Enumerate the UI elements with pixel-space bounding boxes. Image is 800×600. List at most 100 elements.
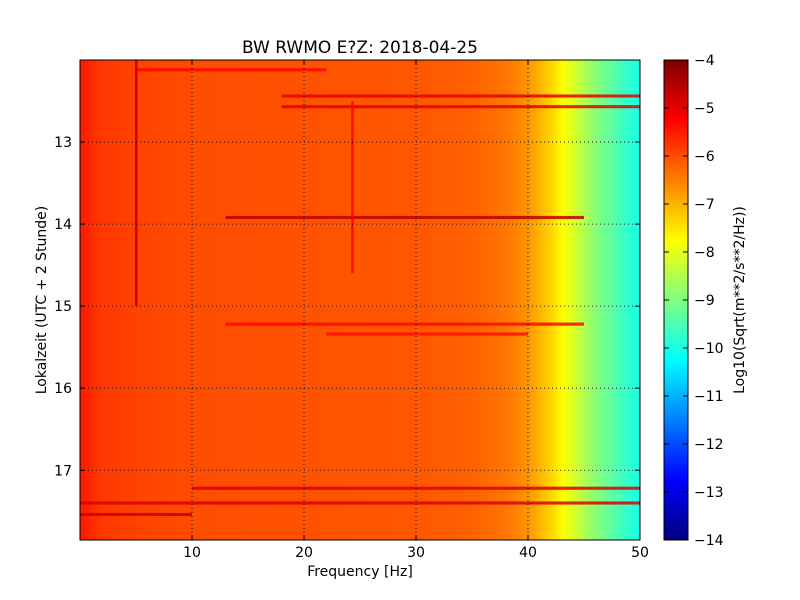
heatmap-column	[623, 60, 627, 540]
heatmap-column	[628, 60, 633, 540]
heatmap-column	[416, 60, 420, 540]
heatmap-column	[550, 60, 554, 540]
heatmap-column	[539, 60, 543, 540]
heatmap-column	[217, 60, 221, 540]
heatmap-band	[326, 332, 528, 336]
heatmap-image	[80, 60, 640, 540]
heatmap-column	[598, 60, 602, 540]
heatmap-column	[530, 60, 535, 540]
grid-lines	[80, 60, 640, 540]
heatmap-column	[346, 60, 350, 540]
heatmap-column	[222, 60, 227, 540]
heatmap-band	[281, 105, 640, 109]
heatmap-column	[82, 60, 87, 540]
heatmap-column	[441, 60, 445, 540]
heatmap-column	[516, 60, 521, 540]
heatmap-column	[116, 60, 120, 540]
heatmap-column	[348, 60, 353, 540]
heatmap-column	[292, 60, 297, 540]
heatmap-column	[458, 60, 462, 540]
heatmap-column	[320, 60, 325, 540]
plot-area	[80, 60, 640, 540]
heatmap-column	[189, 60, 193, 540]
heatmap-column	[614, 60, 619, 540]
heatmap-column	[273, 60, 277, 540]
heatmap-column	[365, 60, 369, 540]
heatmap-column	[586, 60, 591, 540]
heatmap-column	[564, 60, 568, 540]
heatmap-column	[329, 60, 333, 540]
heatmap-column	[91, 60, 95, 540]
heatmap-column	[200, 60, 204, 540]
heatmap-column	[379, 60, 383, 540]
heatmap-column	[592, 60, 596, 540]
heatmap-column	[242, 60, 246, 540]
heatmap-column	[208, 60, 213, 540]
heatmap-column	[267, 60, 271, 540]
heatmap-column	[281, 60, 285, 540]
colorbar-tick-label: −11	[694, 389, 724, 405]
heatmap-column	[332, 60, 336, 540]
heatmap-column	[108, 60, 112, 540]
heatmap-column	[455, 60, 459, 540]
heatmap-column	[634, 60, 638, 540]
heatmap-column	[105, 60, 109, 540]
heatmap-column	[374, 60, 378, 540]
heatmap-column	[488, 60, 493, 540]
heatmap-column	[133, 60, 137, 540]
heatmap-column	[528, 60, 532, 540]
heatmap-column	[497, 60, 501, 540]
heatmap-column	[584, 60, 588, 540]
heatmap-column	[432, 60, 437, 540]
chart-title: BW RWMO E?Z: 2018-04-25	[242, 38, 478, 58]
heatmap-column	[340, 60, 344, 540]
colorbar-tick-label: −9	[694, 293, 715, 309]
heatmap-column	[430, 60, 434, 540]
colorbar-tick-label: −10	[694, 341, 724, 357]
x-axis: 10 20 30 40 50	[183, 60, 649, 561]
heatmap-column	[295, 60, 299, 540]
heatmap-column	[166, 60, 171, 540]
heatmap-column	[542, 60, 546, 540]
heatmap-band	[80, 512, 192, 517]
colorbar-tick-label: −6	[694, 149, 715, 165]
heatmap-column	[192, 60, 196, 540]
heatmap-band	[225, 322, 584, 326]
heatmap-column	[155, 60, 159, 540]
heatmap-column	[410, 60, 414, 540]
heatmap-column	[183, 60, 187, 540]
heatmap-column	[306, 60, 311, 540]
y-axis: 13 14 15 16 17	[54, 135, 640, 479]
heatmap-column	[519, 60, 523, 540]
heatmap-column	[427, 60, 431, 540]
heatmap-column	[136, 60, 140, 540]
heatmap-column	[152, 60, 157, 540]
heatmap-column	[312, 60, 316, 540]
heatmap-column	[236, 60, 241, 540]
heatmap-column	[390, 60, 395, 540]
heatmap-column	[421, 60, 425, 540]
heatmap-column	[147, 60, 151, 540]
heatmap-column	[502, 60, 507, 540]
heatmap-column	[637, 60, 640, 540]
heatmap-column	[595, 60, 599, 540]
colorbar-tick-label: −4	[694, 53, 715, 69]
heatmap-column	[99, 60, 103, 540]
heatmap-column	[382, 60, 386, 540]
heatmap-column	[113, 60, 117, 540]
heatmap-column	[567, 60, 571, 540]
heatmap-column	[186, 60, 190, 540]
heatmap-band	[281, 94, 640, 98]
heatmap-column	[178, 60, 182, 540]
heatmap-column	[404, 60, 409, 540]
heatmap-column	[96, 60, 101, 540]
heatmap-column	[376, 60, 381, 540]
heatmap-column	[94, 60, 98, 540]
heatmap-column	[206, 60, 210, 540]
y-tick-label: 17	[54, 463, 72, 479]
x-tick-label: 20	[295, 545, 313, 561]
heatmap-column	[138, 60, 143, 540]
heatmap-column	[438, 60, 442, 540]
heatmap-column	[466, 60, 470, 540]
plot-frame	[79, 59, 641, 541]
